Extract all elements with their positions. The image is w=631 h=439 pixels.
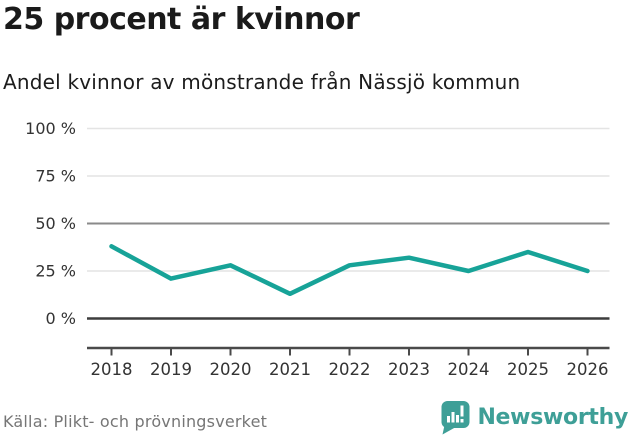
y-tick-label: 0 % — [46, 309, 76, 328]
y-tick-label: 100 % — [25, 119, 76, 138]
x-tick-label: 2019 — [150, 360, 192, 379]
newsworthy-logo: Newsworthy — [441, 400, 628, 435]
y-tick-label: 50 % — [35, 214, 76, 233]
x-tick-label: 2025 — [507, 360, 549, 379]
x-tick-label: 2018 — [91, 360, 133, 379]
chart-subtitle: Andel kvinnor av mönstrande från Nässjö … — [3, 70, 521, 94]
x-tick-label: 2024 — [448, 360, 490, 379]
source-note: Källa: Plikt- och prövningsverket — [3, 412, 268, 431]
newsworthy-wordmark: Newsworthy — [477, 405, 628, 430]
x-tick-label: 2021 — [269, 360, 311, 379]
x-tick-label: 2023 — [388, 360, 430, 379]
x-tick-label: 2022 — [329, 360, 371, 379]
series-line — [109, 244, 590, 297]
chart-title: 25 procent är kvinnor — [3, 2, 360, 37]
y-tick-label: 75 % — [35, 167, 76, 186]
x-tick-label: 2026 — [567, 360, 609, 379]
x-tick-label: 2020 — [210, 360, 252, 379]
newsworthy-bubble-chart-icon — [441, 401, 470, 435]
y-tick-label: 25 % — [35, 262, 76, 281]
